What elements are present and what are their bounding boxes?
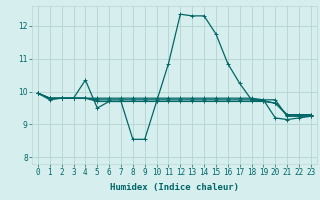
X-axis label: Humidex (Indice chaleur): Humidex (Indice chaleur) bbox=[110, 183, 239, 192]
